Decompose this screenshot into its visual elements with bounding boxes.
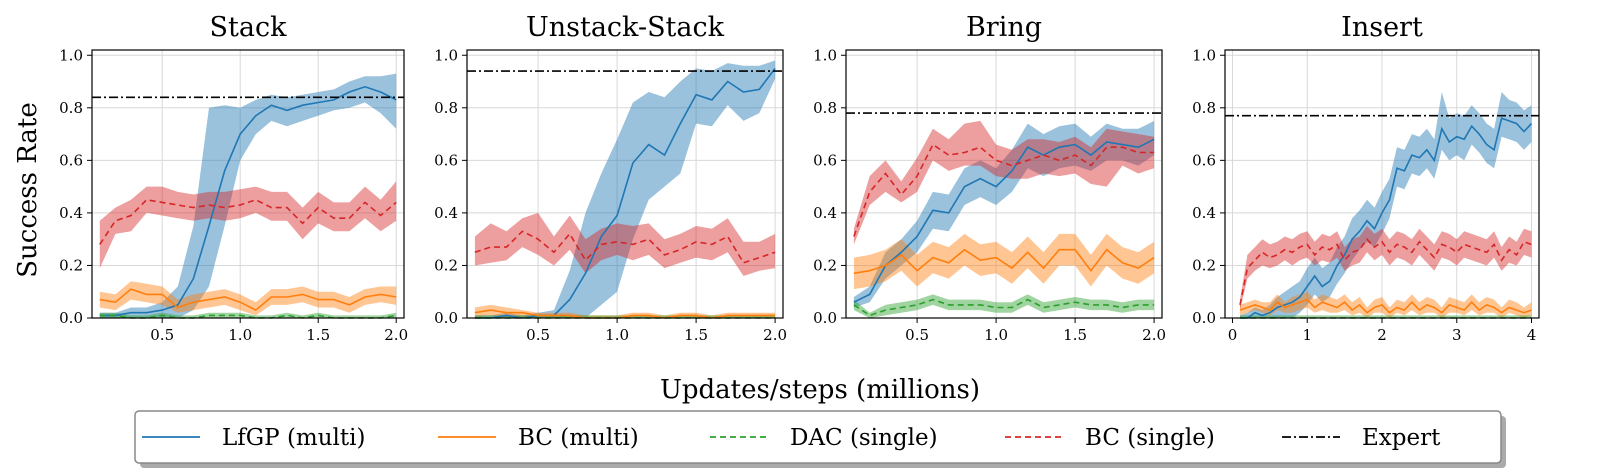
legend-item-expert: Expert	[1282, 425, 1441, 451]
y-tick-label: 0.0	[813, 309, 837, 327]
y-tick-label: 0.2	[59, 256, 83, 274]
y-tick-label: 0.2	[813, 256, 837, 274]
subplot-3: Insert 0 1 2 3 4 0.0 0.2 0.4 0.6 0.8 1.0	[1192, 12, 1540, 344]
band-bc_single	[474, 212, 776, 276]
y-tick-label: 0.4	[813, 204, 837, 222]
y-tick-label: 0.0	[434, 309, 458, 327]
band-bc_multi	[853, 233, 1155, 290]
band-lfgp	[853, 120, 1155, 308]
subplot-1: Unstack-Stack 0.5 1.0 1.5 2.0 0.0 0.2 0.4 0.6 0.8…	[434, 12, 787, 344]
legend-item-lfgp: LfGP (multi)	[142, 425, 365, 451]
legend-label-lfgp: LfGP (multi)	[222, 425, 365, 451]
legend-item-dac: DAC (single)	[710, 425, 938, 451]
x-tick-label: 1.5	[684, 326, 708, 344]
axes-frame	[466, 49, 784, 319]
band-dac	[853, 294, 1155, 318]
legend-item-bc_multi: BC (multi)	[438, 425, 639, 451]
band-bc_multi	[1240, 291, 1532, 318]
y-tick-label: 1.0	[1192, 46, 1216, 64]
band-bc_single	[99, 181, 397, 269]
x-tick-label: 1.0	[605, 326, 629, 344]
line-lfgp	[99, 85, 397, 317]
y-tick-label: 0.6	[59, 151, 83, 169]
y-tick-label: 0.4	[1192, 204, 1216, 222]
y-tick-label: 0.8	[1192, 99, 1216, 117]
y-axis-label: Success Rate	[13, 102, 43, 278]
legend-label-bc_multi: BC (multi)	[518, 425, 639, 451]
x-tick-label: 1.5	[1063, 326, 1087, 344]
line-bc_multi	[99, 288, 397, 312]
axes-frame	[91, 49, 405, 319]
band-bc_single	[853, 120, 1155, 245]
x-tick-label: 1.5	[306, 326, 330, 344]
y-tick-label: 0.2	[1192, 256, 1216, 274]
subplot-2: Bring 0.5 1.0 1.5 2.0 0.0 0.2 0.4 0.6 0.8 1.0	[813, 12, 1166, 344]
y-tick-label: 0.4	[59, 204, 83, 222]
subplot-title: Stack	[210, 12, 288, 43]
y-tick-label: 0.2	[434, 256, 458, 274]
legend-frame	[134, 410, 1502, 464]
legend-item-bc_single: BC (single)	[1005, 425, 1215, 451]
subplot-title: Insert	[1341, 12, 1423, 43]
band-bc_single	[1240, 226, 1532, 311]
y-tick-label: 1.0	[59, 46, 83, 64]
legend-label-bc_single: BC (single)	[1085, 425, 1215, 451]
y-tick-label: 0.4	[434, 204, 458, 222]
x-tick-label: 0.5	[905, 326, 929, 344]
x-tick-label: 2.0	[1142, 326, 1166, 344]
subplot-0: Stack 0.5 1.0 1.5 2.0 0.0 0.2 0.4 0.6 0.8 1.0	[59, 12, 408, 344]
y-tick-label: 0.8	[813, 99, 837, 117]
line-dac	[853, 298, 1155, 317]
line-bc_multi	[474, 309, 776, 319]
x-tick-label: 1.0	[984, 326, 1008, 344]
y-tick-label: 1.0	[434, 46, 458, 64]
y-tick-label: 0.0	[1192, 309, 1216, 327]
x-tick-label: 0.5	[150, 326, 174, 344]
x-tick-label: 4	[1527, 326, 1537, 344]
x-tick-label: 2.0	[763, 326, 787, 344]
legend: LfGP (multi) BC (multi) DAC (single) BC (si…	[134, 410, 1506, 468]
y-tick-label: 1.0	[813, 46, 837, 64]
line-bc_multi	[853, 248, 1155, 275]
x-tick-label: 2.0	[384, 326, 408, 344]
subplot-title: Unstack-Stack	[526, 12, 725, 43]
line-bc_single	[474, 230, 776, 264]
x-tick-label: 2	[1377, 326, 1387, 344]
legend-items: LfGP (multi) BC (multi) DAC (single) BC (si…	[142, 425, 1441, 451]
y-tick-label: 0.8	[434, 99, 458, 117]
y-tick-label: 0.8	[59, 99, 83, 117]
line-bc_single	[853, 143, 1155, 237]
x-tick-label: 1	[1302, 326, 1312, 344]
y-tick-label: 0.6	[1192, 151, 1216, 169]
line-lfgp	[853, 138, 1155, 303]
y-tick-label: 0.6	[434, 151, 458, 169]
legend-label-dac: DAC (single)	[790, 425, 938, 451]
x-tick-label: 1.0	[228, 326, 252, 344]
line-lfgp	[1240, 117, 1533, 319]
y-tick-label: 0.6	[813, 151, 837, 169]
x-tick-label: 0	[1228, 326, 1238, 344]
y-tick-label: 0.0	[59, 309, 83, 327]
line-bc_multi	[1239, 298, 1532, 314]
axes-frame	[845, 49, 1163, 319]
x-tick-label: 0.5	[526, 326, 550, 344]
line-bc_single	[99, 198, 397, 245]
x-axis-label: Updates/steps (millions)	[660, 375, 980, 405]
legend-label-expert: Expert	[1362, 425, 1441, 451]
x-tick-label: 3	[1452, 326, 1462, 344]
subplot-title: Bring	[966, 12, 1042, 43]
